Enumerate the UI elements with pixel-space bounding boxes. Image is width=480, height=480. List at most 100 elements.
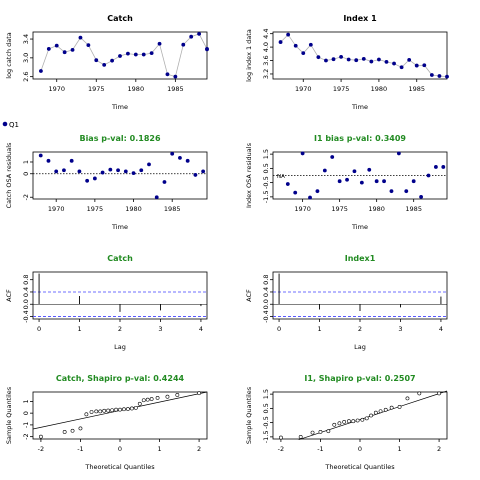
y-tick-label: -0.5 bbox=[262, 416, 270, 429]
x-axis-label: Theoretical Quantiles bbox=[324, 463, 395, 471]
y-tick-label: -2 bbox=[22, 433, 30, 439]
data-point bbox=[154, 195, 159, 200]
y-tick-label: 0.0 bbox=[22, 299, 30, 309]
data-point bbox=[346, 57, 351, 62]
y-tick-label: 1 bbox=[22, 160, 30, 164]
data-point bbox=[139, 168, 144, 173]
x-tick-label: 1985 bbox=[167, 85, 184, 93]
data-point bbox=[407, 57, 412, 62]
data-point bbox=[392, 61, 396, 66]
qq-point bbox=[310, 430, 315, 435]
data-point bbox=[286, 32, 291, 37]
data-point bbox=[414, 63, 419, 68]
y-tick-label: 0.0 bbox=[262, 299, 270, 309]
data-point bbox=[352, 169, 357, 174]
x-tick-label: -1 bbox=[77, 445, 83, 453]
y-tick-label: -1.5 bbox=[262, 431, 270, 444]
data-point bbox=[399, 65, 404, 70]
x-tick-label: 3 bbox=[158, 325, 162, 333]
y-tick-label: -1 bbox=[22, 422, 30, 428]
data-point bbox=[39, 69, 43, 73]
y-tick-label: 0.8 bbox=[22, 275, 30, 285]
legend-marker bbox=[2, 121, 8, 127]
qq-point bbox=[332, 422, 337, 427]
y-tick-label: 4.0 bbox=[262, 42, 270, 52]
plot-frame bbox=[272, 391, 448, 440]
x-axis-label: Lag bbox=[354, 343, 366, 351]
data-point bbox=[322, 168, 327, 173]
qq-point bbox=[437, 391, 441, 396]
data-point bbox=[293, 190, 298, 195]
x-tick-label: 0 bbox=[37, 325, 41, 333]
qq-point bbox=[84, 412, 89, 417]
qq-point bbox=[137, 401, 142, 406]
data-point bbox=[46, 47, 51, 51]
na-label: NA bbox=[277, 174, 285, 180]
qq-point bbox=[405, 396, 410, 401]
data-point bbox=[46, 158, 51, 163]
data-point bbox=[193, 173, 198, 177]
data-point bbox=[118, 54, 122, 58]
qq-point bbox=[369, 413, 373, 418]
y-tick-label: 0.4 bbox=[22, 287, 30, 297]
data-point bbox=[331, 57, 336, 62]
data-point bbox=[181, 42, 186, 47]
data-point bbox=[377, 57, 381, 62]
qq-point bbox=[102, 408, 107, 413]
data-point bbox=[133, 52, 138, 57]
y-tick-label: -0.4 bbox=[262, 310, 270, 323]
data-point bbox=[308, 42, 313, 47]
data-point bbox=[359, 180, 364, 185]
data-point bbox=[339, 54, 343, 59]
panel-catch-acf: Catch 0 1 2 3 4 -0.40.0 0.4 0.8 Lag ACF bbox=[5, 254, 208, 351]
data-point bbox=[445, 74, 449, 79]
x-tick-label: 1985 bbox=[405, 205, 422, 213]
y-tick-label: -0.5 bbox=[262, 176, 270, 189]
data-point bbox=[173, 74, 178, 79]
qq-point bbox=[175, 393, 180, 397]
plot-frame bbox=[32, 151, 208, 200]
x-tick-label: 1970 bbox=[295, 85, 312, 93]
qq-point bbox=[149, 397, 154, 401]
qq-point bbox=[39, 434, 43, 439]
data-point bbox=[354, 58, 359, 63]
x-axis-label: Time bbox=[111, 223, 128, 231]
data-point bbox=[316, 55, 321, 60]
data-point bbox=[157, 41, 162, 46]
y-tick-label: 3.4 bbox=[22, 34, 30, 44]
data-point bbox=[77, 169, 82, 174]
y-tick-label: 3.2 bbox=[262, 69, 270, 79]
qq-point bbox=[389, 405, 394, 410]
data-point bbox=[361, 56, 366, 61]
data-point bbox=[369, 59, 374, 64]
y-axis-label: log catch data bbox=[5, 32, 13, 78]
x-tick-label: 1980 bbox=[371, 85, 388, 93]
fit-line bbox=[280, 34, 448, 77]
data-point bbox=[147, 162, 151, 167]
qq-point bbox=[347, 419, 351, 424]
x-tick-label: 1975 bbox=[88, 85, 105, 93]
qq-point bbox=[165, 394, 170, 399]
qq-point bbox=[318, 429, 323, 434]
panel-index-acf: Index1 0 1 2 3 4 -0.40.0 0.4 0.8 Lag ACF bbox=[245, 254, 448, 351]
plot-frame bbox=[272, 271, 448, 320]
qq-point bbox=[326, 429, 331, 434]
data-point bbox=[345, 177, 349, 182]
data-point bbox=[178, 155, 182, 160]
qq-point bbox=[129, 406, 134, 411]
data-point bbox=[141, 52, 146, 57]
x-tick-label: 2 bbox=[197, 445, 201, 453]
data-point bbox=[185, 158, 190, 163]
x-tick-label: 1980 bbox=[368, 205, 385, 213]
y-tick-label: 0.5 bbox=[262, 403, 270, 413]
data-point bbox=[433, 165, 438, 169]
y-tick-label: 0.5 bbox=[262, 163, 270, 173]
qq-point bbox=[98, 409, 103, 414]
y-axis-label: Catch OSA residuals bbox=[5, 142, 13, 208]
data-point bbox=[85, 178, 90, 183]
qq-point bbox=[298, 434, 303, 439]
panel-title: Index1 bbox=[345, 254, 376, 263]
plot-frame bbox=[32, 271, 208, 320]
qq-point bbox=[141, 398, 146, 403]
data-point bbox=[62, 50, 67, 55]
